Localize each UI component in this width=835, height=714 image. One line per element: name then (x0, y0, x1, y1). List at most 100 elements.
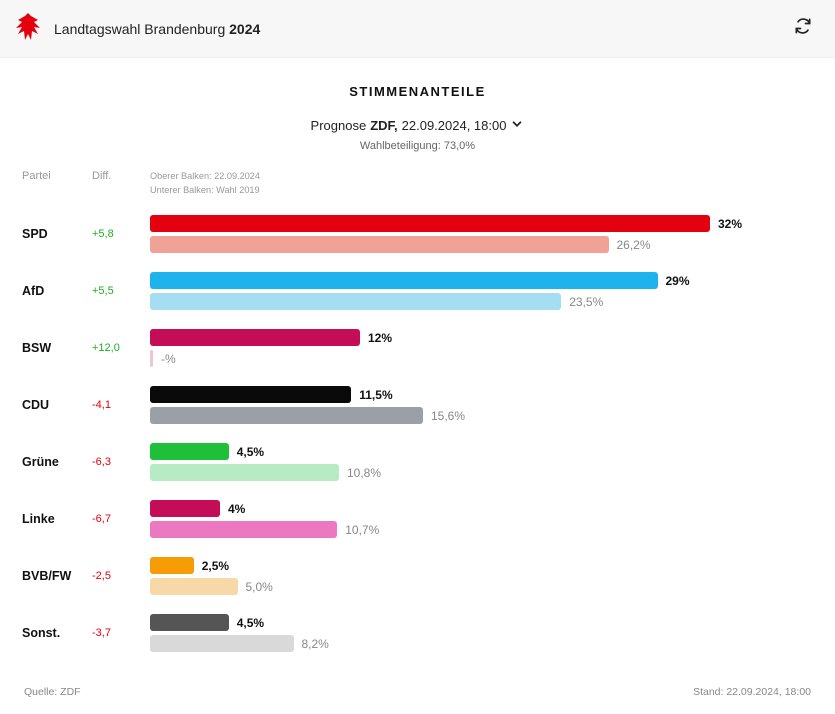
party-name: CDU (22, 398, 92, 412)
bar-current-line: 4% (150, 499, 805, 519)
footer: Quelle: ZDF Stand: 22.09.2024, 18:00 (0, 680, 835, 714)
bar-current (150, 329, 360, 346)
bar-previous (150, 236, 609, 253)
column-header-diff: Diff. (92, 170, 150, 182)
party-row: Grüne-6,3 4,5% 10,8% (22, 434, 805, 491)
party-row: AfD+5,5 29% 23,5% (22, 263, 805, 320)
brandenburg-eagle-icon (12, 10, 44, 47)
value-previous: 10,8% (347, 466, 381, 480)
party-bars: 2,5% 5,0% (150, 555, 805, 598)
bar-previous-line: 15,6% (150, 406, 805, 426)
bar-previous-line: 23,5% (150, 292, 805, 312)
bar-current (150, 215, 710, 232)
party-bars: 4,5% 10,8% (150, 441, 805, 484)
party-row: SPD+5,8 32% 26,2% (22, 206, 805, 263)
chart-title: STIMMENANTEILE (0, 58, 835, 117)
value-previous: 26,2% (617, 238, 651, 252)
bar-current-line: 32% (150, 214, 805, 234)
bar-current-line: 4,5% (150, 442, 805, 462)
header-title: Landtagswahl Brandenburg 2024 (54, 21, 260, 37)
bar-previous-line: 10,7% (150, 520, 805, 540)
bar-previous (150, 464, 339, 481)
value-current: 4,5% (237, 616, 264, 630)
value-previous: -% (161, 352, 176, 366)
source-selector[interactable]: Prognose ZDF, 22.09.2024, 18:00 (0, 117, 835, 134)
party-bars: 32% 26,2% (150, 213, 805, 256)
party-diff: +12,0 (92, 342, 150, 354)
bar-previous (150, 578, 238, 595)
party-name: AfD (22, 284, 92, 298)
refresh-button[interactable] (789, 12, 817, 45)
header-title-bold: 2024 (229, 21, 260, 37)
party-diff: +5,5 (92, 285, 150, 297)
footer-timestamp: Stand: 22.09.2024, 18:00 (693, 686, 811, 698)
bar-current (150, 443, 229, 460)
bar-previous (150, 293, 561, 310)
legend-bottom: Unterer Balken: Wahl 2019 (150, 184, 260, 198)
bar-previous (150, 350, 153, 367)
bar-current-line: 29% (150, 271, 805, 291)
party-bars: 12% -% (150, 327, 805, 370)
party-diff: -2,5 (92, 570, 150, 582)
value-previous: 15,6% (431, 409, 465, 423)
subtitle-suffix: 22.09.2024, 18:00 (402, 118, 507, 133)
party-diff: +5,8 (92, 228, 150, 240)
bar-previous-line: 8,2% (150, 634, 805, 654)
party-row: Linke-6,7 4% 10,7% (22, 491, 805, 548)
value-previous: 5,0% (246, 580, 273, 594)
party-bars: 4% 10,7% (150, 498, 805, 541)
value-previous: 23,5% (569, 295, 603, 309)
value-current: 2,5% (202, 559, 229, 573)
value-previous: 10,7% (345, 523, 379, 537)
party-name: SPD (22, 227, 92, 241)
header-title-prefix: Landtagswahl Brandenburg (54, 21, 229, 37)
bar-current-line: 11,5% (150, 385, 805, 405)
party-diff: -4,1 (92, 399, 150, 411)
value-previous: 8,2% (302, 637, 329, 651)
value-current: 12% (368, 331, 392, 345)
bar-current-line: 2,5% (150, 556, 805, 576)
value-current: 29% (666, 274, 690, 288)
legend-row: Partei Diff. Oberer Balken: 22.09.2024 U… (22, 170, 805, 206)
party-row: BSW+12,0 12% -% (22, 320, 805, 377)
bar-current (150, 500, 220, 517)
value-current: 32% (718, 217, 742, 231)
party-diff: -3,7 (92, 627, 150, 639)
party-diff: -6,7 (92, 513, 150, 525)
party-name: Grüne (22, 455, 92, 469)
bar-previous-line: 26,2% (150, 235, 805, 255)
party-name: BVB/FW (22, 569, 92, 583)
bar-previous-line: -% (150, 349, 805, 369)
bar-chart: Partei Diff. Oberer Balken: 22.09.2024 U… (0, 170, 835, 680)
party-row: CDU-4,1 11,5% 15,6% (22, 377, 805, 434)
legend-notes: Oberer Balken: 22.09.2024 Unterer Balken… (150, 170, 260, 198)
party-bars: 11,5% 15,6% (150, 384, 805, 427)
party-name: Linke (22, 512, 92, 526)
subtitle-prefix: Prognose (311, 118, 367, 133)
chevron-down-icon (510, 117, 524, 134)
column-header-party: Partei (22, 170, 92, 182)
subtitle-bold: ZDF, (370, 118, 397, 133)
party-name: Sonst. (22, 626, 92, 640)
party-diff: -6,3 (92, 456, 150, 468)
bar-current (150, 272, 658, 289)
party-row: BVB/FW-2,5 2,5% 5,0% (22, 548, 805, 605)
bar-current-line: 4,5% (150, 613, 805, 633)
bar-previous-line: 10,8% (150, 463, 805, 483)
refresh-icon (793, 16, 813, 36)
party-row: Sonst.-3,7 4,5% 8,2% (22, 605, 805, 662)
party-bars: 4,5% 8,2% (150, 612, 805, 655)
bar-previous (150, 521, 337, 538)
bar-current (150, 386, 351, 403)
bar-current (150, 557, 194, 574)
turnout-text: Wahlbeteiligung: 73,0% (0, 134, 835, 170)
value-current: 4% (228, 502, 245, 516)
header-bar: Landtagswahl Brandenburg 2024 (0, 0, 835, 58)
footer-source: Quelle: ZDF (24, 686, 81, 698)
legend-top: Oberer Balken: 22.09.2024 (150, 170, 260, 184)
bar-previous (150, 635, 294, 652)
value-current: 4,5% (237, 445, 264, 459)
bar-current (150, 614, 229, 631)
party-name: BSW (22, 341, 92, 355)
value-current: 11,5% (359, 388, 392, 402)
